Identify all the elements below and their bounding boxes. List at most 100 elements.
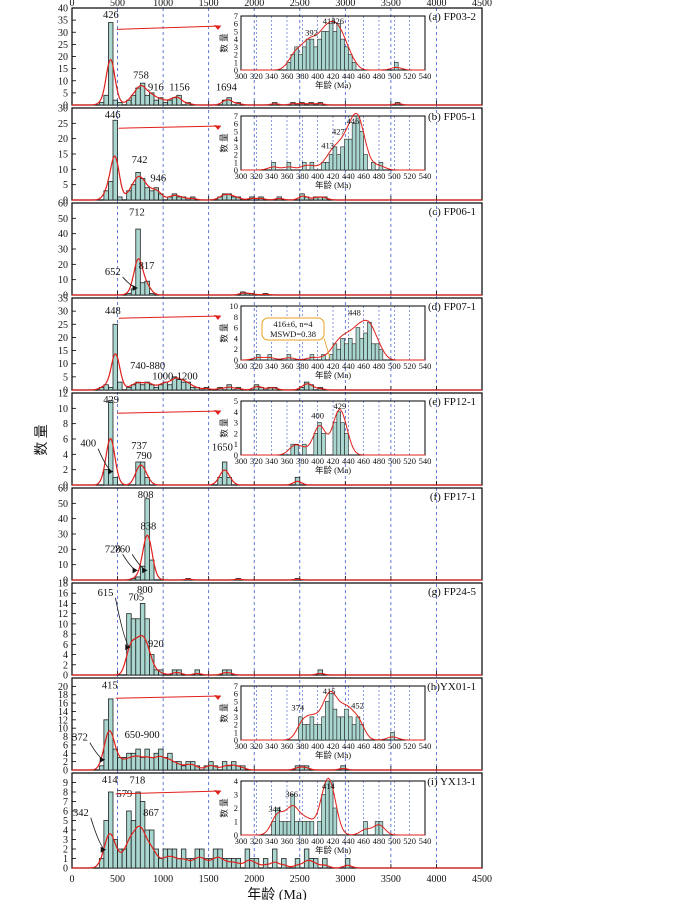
inset-pointer-arrow (117, 410, 222, 414)
panel-frame (71, 297, 483, 391)
y-tick-label: 35 (58, 16, 68, 27)
histogram-bar (158, 858, 164, 869)
y-tick-label: 4 (63, 450, 68, 461)
inset-histogram-bar (302, 443, 307, 456)
inset-x-tick-label: 360 (281, 71, 294, 81)
inset-histogram-bar (363, 154, 368, 171)
inset-x-tick-label: 420 (327, 171, 340, 181)
panel-frame (71, 392, 483, 486)
peak-arrowhead (132, 285, 138, 292)
inset-x-tick-label: 320 (250, 836, 263, 846)
y-tick-label: 0 (63, 766, 68, 777)
histogram-bar (135, 576, 141, 581)
inset-histogram-bar (348, 716, 353, 741)
peak-age-label: 426 (103, 10, 119, 21)
peak-age-label: 429 (103, 395, 119, 406)
inset-density-curve (241, 20, 425, 71)
inset-density-curve (241, 777, 425, 836)
histogram-bar (262, 858, 269, 869)
y-tick-label: 6 (63, 807, 68, 818)
inset-x-tick-label: 320 (250, 741, 263, 751)
inset-x-tick-label: 520 (403, 456, 416, 466)
inset-histogram-bar (302, 821, 307, 836)
inset-peak-label: 366 (285, 789, 298, 799)
y-tick-label: 8 (63, 732, 68, 743)
inset-histogram-bar (309, 716, 315, 741)
inset-y-tick-label: 1 (234, 57, 238, 67)
inset-x-tick-label: 400 (311, 456, 324, 466)
inset-histogram-bar (359, 724, 364, 741)
inset-x-axis-title: 年龄 (Ma) (315, 80, 351, 90)
inset-y-tick-label: 3 (234, 142, 238, 152)
y-tick-label: 6 (63, 640, 68, 651)
inset-x-tick-label: 540 (419, 171, 432, 181)
inset-y-tick-label: 3 (234, 42, 238, 52)
histogram-bar (126, 293, 132, 296)
y-tick-label: 10 (58, 724, 68, 735)
histogram-bar (244, 848, 251, 869)
inset-x-tick-label: 540 (419, 361, 432, 371)
inset-x-tick-label: 400 (311, 71, 324, 81)
inset-y-tick-label: 6 (234, 19, 238, 29)
inset-y-axis-title: 数 量 (219, 33, 229, 53)
inset-histogram-bar (351, 343, 357, 361)
histogram-bar (130, 618, 137, 676)
y-tick-label: 0 (63, 576, 68, 587)
panel-2: 0 10 20 30 40 50 60 (c) FP06-1 652 712 817 (58, 199, 483, 302)
inset-y-axis-title: 数 量 (219, 798, 229, 818)
inset-y-tick-label: 3 (234, 790, 238, 800)
inset-x-axis-title: 年龄 (Ma) (315, 750, 351, 760)
peak-age-label: 728 (105, 544, 121, 555)
y-tick-label: 20 (58, 682, 68, 693)
inset-histogram-bar (317, 38, 322, 71)
y-tick-label: 25 (58, 40, 68, 51)
histogram-bar (130, 184, 137, 201)
histogram-bar (153, 386, 159, 391)
inset-peak-label: 452 (351, 700, 364, 710)
histogram-bar (167, 99, 173, 106)
inset-x-tick-label: 460 (357, 836, 370, 846)
histogram-bar (340, 765, 346, 771)
y-tick-label: 10 (58, 275, 68, 286)
peak-age-label: 758 (133, 70, 149, 81)
y-tick-label: 20 (58, 52, 68, 63)
bottom-x-tick-label: 4000 (426, 874, 446, 885)
top-x-tick-label: 4500 (472, 0, 492, 9)
bottom-x-tick-label: 500 (110, 874, 125, 885)
inset-x-tick-label: 380 (296, 361, 309, 371)
inset-histogram-bar (374, 343, 380, 361)
inset-histogram-bar (313, 46, 318, 71)
inset-histogram-bar (271, 821, 276, 836)
y-tick-label: 7 (63, 797, 68, 808)
inset-y-tick-label: 5 (234, 396, 238, 406)
peak-age-label: 790 (136, 451, 152, 462)
inset-histogram-bar (294, 821, 299, 836)
histogram-bar (117, 381, 123, 391)
histogram-bar (167, 384, 173, 391)
bottom-x-tick-label: 0 (70, 874, 75, 885)
panel-label: (b) FP05-1 (428, 111, 476, 123)
histogram-bar (139, 757, 146, 771)
bottom-x-tick-label: 3000 (335, 874, 355, 885)
histogram-bar (135, 618, 141, 676)
inset-y-axis-title: 数 量 (219, 323, 229, 343)
inset-y-tick-label: 4 (234, 704, 239, 714)
inset-x-tick-label: 460 (357, 361, 370, 371)
inset-peak-label: 413 (321, 140, 334, 150)
inset-histogram-bar (325, 701, 330, 741)
inset-histogram-bar (336, 154, 341, 171)
y-tick-label: 25 (58, 320, 68, 331)
histogram-bar (139, 282, 146, 296)
y-tick-label: 30 (58, 104, 68, 115)
histogram-bar (144, 476, 150, 486)
inset-x-tick-label: 460 (357, 171, 370, 181)
inset-histogram-bar (367, 321, 372, 361)
inset-x-tick-label: 440 (342, 741, 355, 751)
peak-age-label: 740-880 (130, 361, 165, 372)
inset-x-tick-label: 500 (388, 361, 401, 371)
inset-y-axis-title: 数 量 (219, 133, 229, 153)
